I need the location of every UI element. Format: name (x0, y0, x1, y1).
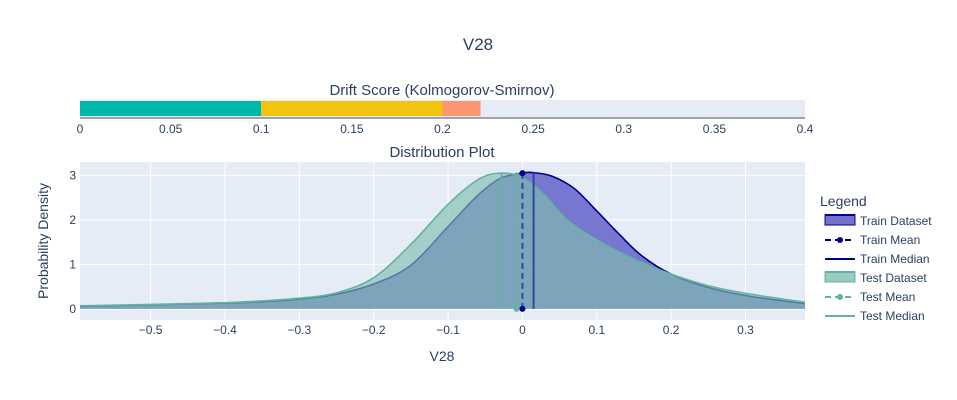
drift-bar-0 (80, 101, 262, 116)
drift-tick-label: 0.3 (615, 122, 632, 136)
y-tick-label: 1 (69, 257, 76, 271)
legend-item-label: Test Mean (860, 290, 915, 304)
legend-swatch-dot-4 (837, 294, 843, 300)
x-tick-label: 0.1 (588, 323, 605, 337)
y-tick-label: 2 (69, 213, 76, 227)
drift-tick-label: 0.15 (340, 122, 364, 136)
y-axis-label: Probability Density (35, 183, 51, 299)
y-tick-label: 3 (69, 168, 76, 182)
series-line-1 (80, 172, 805, 307)
series-layer (80, 171, 805, 309)
train-mean-point-top (519, 170, 526, 177)
legend-item-label: Train Dataset (860, 214, 932, 228)
test-mean-point-top (513, 172, 520, 179)
distribution-panel: −0.5 −0.4 −0.3 −0.2 −0.1 0 0.1 0.2 0.3 0 1 2 3 (69, 162, 805, 337)
series-area-1 (80, 173, 805, 309)
x-tick-label: −0.2 (362, 323, 386, 337)
drift-tick-label: 0.25 (521, 122, 545, 136)
drift-tick-label: 0.4 (797, 122, 814, 136)
legend-item-label: Train Median (860, 252, 930, 266)
legend-item-label: Test Dataset (860, 271, 927, 285)
drift-tick-label: 0.2 (434, 122, 451, 136)
legend-swatch-0 (824, 214, 856, 226)
drift-bar-1 (261, 101, 443, 116)
legend-item-label: Train Mean (860, 233, 920, 247)
distribution-title: Distribution Plot (389, 144, 495, 161)
x-tick-label: 0.2 (663, 323, 680, 337)
x-tick-label: −0.1 (436, 323, 460, 337)
x-tick-label: −0.3 (288, 323, 312, 337)
y-tick-label: 0 (69, 302, 76, 316)
drift-tick-label: 0 (77, 122, 84, 136)
train-mean-point-bottom (519, 305, 526, 312)
drift-tick-label: 0.1 (253, 122, 270, 136)
drift-tick-label: 0.35 (703, 122, 727, 136)
x-axis-label: V28 (430, 348, 455, 364)
chart-title: V28 (463, 35, 493, 54)
legend-item-label: Test Median (860, 309, 925, 323)
x-tick-label: −0.4 (213, 323, 237, 337)
drift-bar-2 (442, 101, 481, 116)
x-tick-label: 0.3 (737, 323, 754, 337)
legend-title: Legend (820, 193, 867, 209)
drift-title: Drift Score (Kolmogorov-Smirnov) (329, 82, 554, 99)
legend-swatch-dot-1 (837, 237, 843, 243)
x-tick-label: −0.5 (139, 323, 163, 337)
test-mean-point-bottom (513, 305, 520, 312)
drift-panel: 0 0.05 0.1 0.15 0.2 0.25 0.3 0.35 0.4 (77, 100, 814, 136)
legend-swatch-3 (824, 271, 856, 283)
legend: Legend Train Dataset Train Mean Train Medi… (820, 193, 932, 323)
drift-tick-label: 0.05 (159, 122, 183, 136)
x-tick-label: 0 (519, 323, 526, 337)
